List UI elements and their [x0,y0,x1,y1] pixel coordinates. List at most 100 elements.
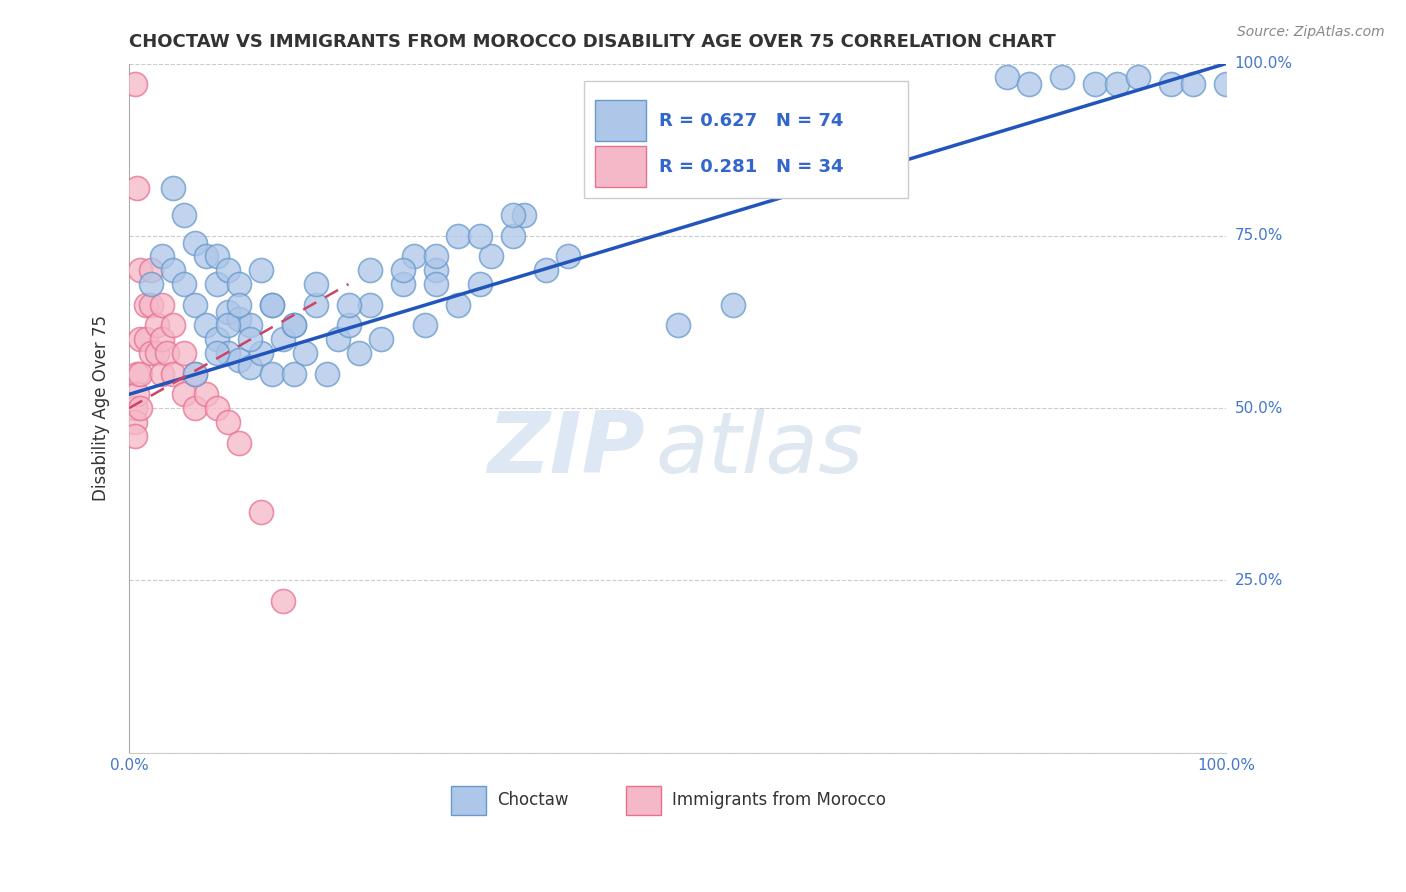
Point [129,263,152,277]
Point [283,367,305,381]
Point [239,332,262,346]
Point [217,346,239,360]
Point [145,346,167,360]
Point [162,180,184,194]
Point [1018,77,1040,91]
Text: 75.0%: 75.0% [1234,228,1282,244]
Point [1215,77,1237,91]
Point [470,277,492,291]
Point [173,387,195,401]
Point [205,250,228,264]
Point [162,367,184,381]
Point [304,277,326,291]
Point [139,263,162,277]
Point [392,263,415,277]
Point [135,332,157,346]
Point [315,367,337,381]
Point [205,346,228,360]
FancyBboxPatch shape [595,146,645,187]
Text: R = 0.281   N = 34: R = 0.281 N = 34 [659,158,844,176]
Point [129,367,152,381]
Text: Choctaw: Choctaw [496,791,568,809]
Point [124,428,146,442]
Point [392,277,415,291]
Point [194,387,217,401]
Point [150,332,173,346]
Point [124,77,146,91]
Point [447,298,470,312]
Point [666,318,689,333]
Point [150,298,173,312]
Point [205,277,228,291]
Text: 50.0%: 50.0% [1234,401,1282,416]
Point [217,415,239,429]
Point [156,346,179,360]
Point [995,70,1018,85]
Point [228,352,250,367]
Point [534,263,557,277]
Point [205,401,228,416]
Point [124,401,146,416]
Text: ZIP: ZIP [486,408,645,491]
Point [139,298,162,312]
Point [404,250,426,264]
Point [425,250,447,264]
FancyBboxPatch shape [585,81,908,198]
Point [249,346,271,360]
Point [150,367,173,381]
Point [249,263,271,277]
Point [479,250,502,264]
Point [260,298,283,312]
Point [425,263,447,277]
Point [173,208,195,222]
Point [125,387,148,401]
Point [173,346,195,360]
Point [228,277,250,291]
Point [162,318,184,333]
Point [721,298,744,312]
Point [239,359,262,374]
Point [1128,70,1150,85]
Point [349,346,371,360]
Point [271,332,294,346]
Point [337,298,360,312]
Point [1050,70,1073,85]
Point [124,415,146,429]
Point [184,367,207,381]
Point [239,318,262,333]
Text: R = 0.627   N = 74: R = 0.627 N = 74 [659,112,844,129]
Point [228,435,250,450]
Point [370,332,392,346]
Text: 100.0%: 100.0% [1234,56,1292,71]
Text: Immigrants from Morocco: Immigrants from Morocco [672,791,886,809]
Point [271,594,294,608]
FancyBboxPatch shape [595,100,645,141]
Point [184,367,207,381]
FancyBboxPatch shape [450,786,485,814]
Point [228,311,250,326]
Point [513,208,536,222]
Point [184,235,207,250]
Point [304,298,326,312]
Point [217,318,239,333]
Text: atlas: atlas [655,408,863,491]
Point [1105,77,1128,91]
Point [1160,77,1182,91]
FancyBboxPatch shape [626,786,661,814]
Point [359,263,381,277]
Point [194,318,217,333]
Point [184,401,207,416]
Point [337,318,360,333]
Point [557,250,579,264]
Point [139,346,162,360]
Text: CHOCTAW VS IMMIGRANTS FROM MOROCCO DISABILITY AGE OVER 75 CORRELATION CHART: CHOCTAW VS IMMIGRANTS FROM MOROCCO DISAB… [129,33,1056,51]
Text: 25.0%: 25.0% [1234,573,1282,588]
Point [129,401,152,416]
Point [162,263,184,277]
Point [502,228,524,243]
Point [413,318,436,333]
Point [283,318,305,333]
Point [260,298,283,312]
Point [425,277,447,291]
Point [1182,77,1205,91]
